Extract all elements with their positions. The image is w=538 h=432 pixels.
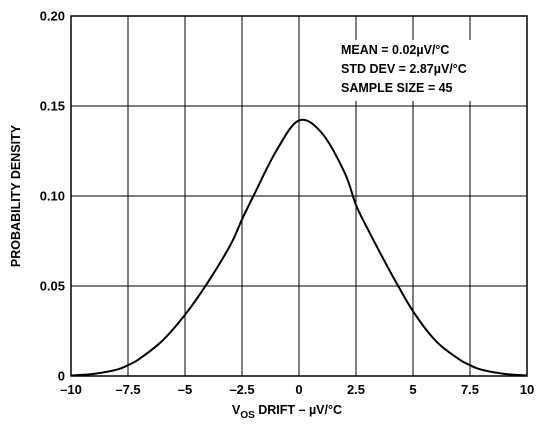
annotation-std-dev: STD DEV = 2.87µV/°C xyxy=(341,62,467,76)
x-tick-label: –10 xyxy=(60,382,82,397)
plot-frame xyxy=(70,15,528,377)
x-tick-label: 10 xyxy=(520,382,534,397)
x-tick-label: 7.5 xyxy=(461,382,479,397)
x-tick-labels: –10 –7.5 –5 –2.5 0 2.5 5 7.5 10 xyxy=(60,382,534,397)
annotation-sample-size: SAMPLE SIZE = 45 xyxy=(341,81,453,95)
x-axis-label: VOS DRIFT – µV/°C xyxy=(232,403,342,421)
x-tick-label: –5 xyxy=(178,382,192,397)
y-axis-label: PROBABILITY DENSITY xyxy=(9,124,23,267)
y-tick-label: 0 xyxy=(58,369,65,384)
x-axis-label-rest: DRIFT – µV/°C xyxy=(255,403,342,417)
density-curve xyxy=(70,118,528,377)
y-tick-labels: 0 0.05 0.10 0.15 0.20 xyxy=(40,9,65,384)
statistics-annotation: MEAN = 0.02µV/°C STD DEV = 2.87µV/°C SAM… xyxy=(337,40,524,101)
x-tick-label: 2.5 xyxy=(347,382,365,397)
x-tick-label: –2.5 xyxy=(229,382,254,397)
y-tick-label: 0.05 xyxy=(40,279,65,294)
y-tick-label: 0.15 xyxy=(40,99,65,114)
y-tick-label: 0.20 xyxy=(40,9,65,24)
x-tick-label: –7.5 xyxy=(115,382,140,397)
y-tick-label: 0.10 xyxy=(40,189,65,204)
x-tick-label: 5 xyxy=(409,382,416,397)
annotation-mean: MEAN = 0.02µV/°C xyxy=(341,43,449,57)
x-tick-label: 0 xyxy=(295,382,302,397)
x-axis-label-subscript: OS xyxy=(240,410,255,421)
x-axis-label-main: V xyxy=(232,403,241,417)
